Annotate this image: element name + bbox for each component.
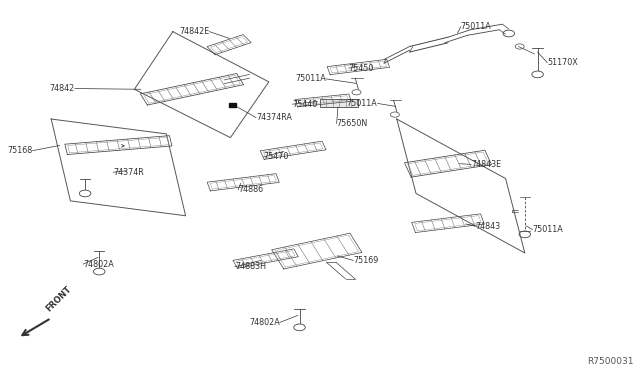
Text: 75011A: 75011A xyxy=(347,99,378,108)
Text: 74843E: 74843E xyxy=(471,160,501,169)
Text: 74802A: 74802A xyxy=(249,318,280,327)
Text: 74374RA: 74374RA xyxy=(256,113,292,122)
Text: 75440: 75440 xyxy=(292,100,317,109)
Text: 74802A: 74802A xyxy=(83,260,114,269)
Text: 75011A: 75011A xyxy=(532,225,563,234)
Text: 51170X: 51170X xyxy=(547,58,578,67)
Text: 74842E: 74842E xyxy=(179,27,209,36)
Text: 75650N: 75650N xyxy=(337,119,368,128)
Text: 74374R: 74374R xyxy=(113,168,144,177)
Text: FRONT: FRONT xyxy=(45,284,74,313)
Text: 74843: 74843 xyxy=(475,222,500,231)
Text: R7500031: R7500031 xyxy=(587,357,634,366)
Bar xyxy=(229,103,236,107)
Bar xyxy=(320,99,358,107)
Text: 74886: 74886 xyxy=(238,185,263,194)
Text: 74842: 74842 xyxy=(50,84,75,93)
Text: 75169: 75169 xyxy=(353,256,379,265)
Text: 75011A: 75011A xyxy=(295,74,326,83)
Text: 75450: 75450 xyxy=(349,64,374,73)
Text: 74883H: 74883H xyxy=(235,262,266,271)
Text: 75011A: 75011A xyxy=(461,22,492,31)
Text: 75168: 75168 xyxy=(8,146,33,155)
Text: 75470: 75470 xyxy=(264,153,289,161)
